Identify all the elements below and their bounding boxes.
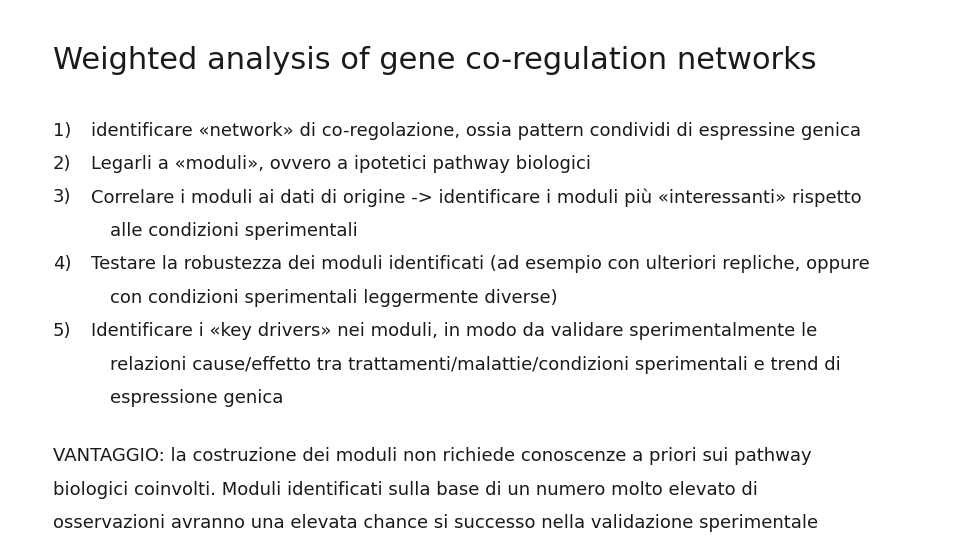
Text: relazioni cause/effetto tra trattamenti/malattie/condizioni sperimentali e trend: relazioni cause/effetto tra trattamenti/… bbox=[110, 356, 841, 374]
Text: Legarli a «moduli», ovvero a ipotetici pathway biologici: Legarli a «moduli», ovvero a ipotetici p… bbox=[91, 155, 591, 173]
Text: biologici coinvolti. Moduli identificati sulla base di un numero molto elevato d: biologici coinvolti. Moduli identificati… bbox=[53, 481, 757, 498]
Text: 5): 5) bbox=[53, 322, 71, 340]
Text: Weighted analysis of gene co-regulation networks: Weighted analysis of gene co-regulation … bbox=[53, 46, 816, 75]
Text: alle condizioni sperimentali: alle condizioni sperimentali bbox=[110, 222, 358, 240]
Text: VANTAGGIO: la costruzione dei moduli non richiede conoscenze a priori sui pathwa: VANTAGGIO: la costruzione dei moduli non… bbox=[53, 447, 811, 465]
Text: 3): 3) bbox=[53, 188, 71, 206]
Text: osservazioni avranno una elevata chance si successo nella validazione sperimenta: osservazioni avranno una elevata chance … bbox=[53, 514, 818, 532]
Text: 1): 1) bbox=[53, 122, 71, 139]
Text: 2): 2) bbox=[53, 155, 71, 173]
Text: Testare la robustezza dei moduli identificati (ad esempio con ulteriori repliche: Testare la robustezza dei moduli identif… bbox=[91, 255, 870, 273]
Text: Correlare i moduli ai dati di origine -> identificare i moduli più «interessanti: Correlare i moduli ai dati di origine ->… bbox=[91, 188, 862, 207]
Text: identificare «network» di co-regolazione, ossia pattern condividi di espressine : identificare «network» di co-regolazione… bbox=[91, 122, 861, 139]
Text: espressione genica: espressione genica bbox=[110, 389, 284, 407]
Text: 4): 4) bbox=[53, 255, 71, 273]
Text: con condizioni sperimentali leggermente diverse): con condizioni sperimentali leggermente … bbox=[110, 289, 558, 307]
Text: Identificare i «key drivers» nei moduli, in modo da validare sperimentalmente le: Identificare i «key drivers» nei moduli,… bbox=[91, 322, 818, 340]
